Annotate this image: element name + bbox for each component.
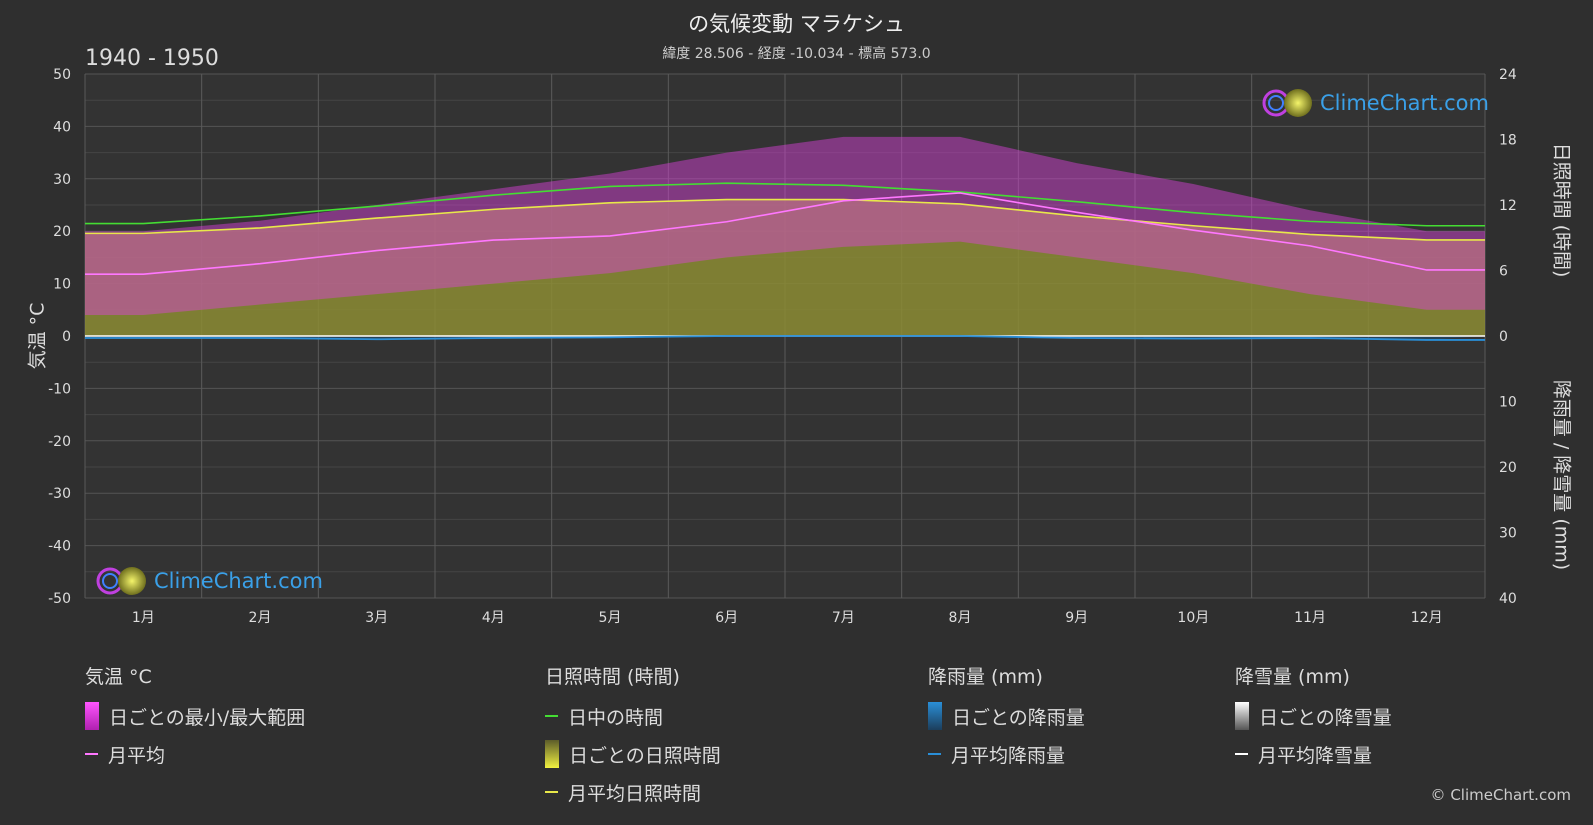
- x-tick-label: 6月: [715, 610, 738, 626]
- left-axis-title: 気温 °C: [26, 302, 49, 370]
- x-tick-label: 8月: [949, 610, 972, 626]
- right-top-axis-title: 日照時間 (時間): [1550, 142, 1573, 278]
- left-tick-label: 40: [53, 119, 71, 135]
- legend-snow: 降雪量 (mm) 日ごとの降雪量 月平均降雪量: [1235, 662, 1392, 779]
- x-tick-label: 5月: [599, 610, 622, 626]
- right-bottom-tick-label: 40: [1499, 591, 1517, 607]
- temp-avg-line: [85, 192, 1485, 275]
- x-tick-label: 9月: [1065, 610, 1088, 626]
- logo-bottom-left[interactable]: ClimeChart.com: [96, 566, 323, 596]
- temp-range-band: [85, 136, 1485, 316]
- legend-label: 月平均日照時間: [568, 782, 702, 805]
- legend-label: 月平均降雨量: [951, 744, 1066, 767]
- legend-title: 降雨量 (mm): [928, 666, 1043, 688]
- logo-sun-icon: [1284, 89, 1312, 117]
- data-bands: [85, 136, 1485, 340]
- legend-label: 日ごとの降雪量: [1259, 706, 1392, 729]
- data-lines: [85, 182, 1485, 341]
- legend-item: 日ごとの最小/最大範囲: [85, 702, 306, 730]
- logo-icon: [1262, 88, 1316, 118]
- copyright: © ClimeChart.com: [1430, 786, 1571, 804]
- right-bottom-tick-label: 10: [1499, 395, 1517, 411]
- sunshine-area: [85, 199, 1485, 336]
- x-tick-label: 2月: [249, 610, 272, 626]
- snow-avg-swatch: [1235, 753, 1248, 755]
- temp-range-swatch: [85, 702, 99, 730]
- legend-item: 月平均降雨量: [928, 741, 1085, 767]
- legend-title: 降雪量 (mm): [1235, 666, 1350, 688]
- right-bottom-tick-label: 20: [1499, 460, 1517, 476]
- rain-swatch: [928, 702, 942, 730]
- sunshine-swatch: [545, 740, 559, 768]
- legend-item: 日ごとの日照時間: [545, 740, 721, 768]
- legend-temperature: 気温 °C 日ごとの最小/最大範囲 月平均: [85, 662, 305, 779]
- legend-item: 月平均: [85, 741, 305, 767]
- legend-label: 日ごとの日照時間: [569, 744, 721, 767]
- left-tick-label: -50: [48, 591, 71, 607]
- daylight-line: [85, 182, 1485, 227]
- logo-sun-icon: [118, 567, 146, 595]
- right-bottom-axis-title: 降雨量 / 降雪量 (mm): [1550, 379, 1573, 571]
- logo-icon: [96, 566, 150, 596]
- legend-title: 日照時間 (時間): [545, 666, 680, 688]
- left-tick-label: -40: [48, 539, 71, 555]
- rain-area: [85, 336, 1485, 340]
- logo-ring-inner-icon: [102, 573, 118, 589]
- logo-top-right[interactable]: ClimeChart.com: [1262, 88, 1489, 118]
- x-tick-label: 12月: [1411, 610, 1443, 626]
- left-tick-label: 50: [53, 67, 71, 83]
- logo-text: ClimeChart.com: [154, 569, 323, 593]
- legend-rain: 降雨量 (mm) 日ごとの降雨量 月平均降雨量: [928, 662, 1085, 779]
- right-bottom-tick-label: 30: [1499, 526, 1517, 542]
- chart-subtitle: 緯度 28.506 - 経度 -10.034 - 標高 573.0: [662, 46, 931, 62]
- right-top-tick-label: 0: [1499, 329, 1508, 345]
- legend-label: 月平均降雪量: [1258, 744, 1373, 767]
- legend-item: 月平均日照時間: [545, 779, 721, 805]
- rain-avg-line: [85, 335, 1485, 341]
- sunshine-avg-swatch: [545, 791, 558, 793]
- legend-item: 月平均降雪量: [1235, 741, 1392, 767]
- left-tick-label: -10: [48, 381, 71, 397]
- axes: 50 40 30 20 10 0 -10 -20 -30 -40 -50 24 18 12 6 0 10 20 30…: [48, 67, 1517, 626]
- left-tick-label: -20: [48, 434, 71, 450]
- logo-ring-inner-icon: [1268, 95, 1284, 111]
- x-tick-label: 10月: [1177, 610, 1209, 626]
- right-top-tick-label: 24: [1499, 67, 1517, 83]
- x-tick-label: 4月: [482, 610, 505, 626]
- legend-label: 日ごとの最小/最大範囲: [109, 706, 306, 729]
- x-tick-label: 3月: [365, 610, 388, 626]
- logo-graphics: [96, 89, 1312, 595]
- legend-item: 日ごとの降雨量: [928, 702, 1085, 730]
- left-tick-label: 30: [53, 172, 71, 188]
- right-top-tick-label: 18: [1499, 133, 1517, 149]
- x-tick-label: 11月: [1294, 610, 1326, 626]
- temp-avg-swatch: [85, 753, 98, 755]
- period-label: 1940 - 1950: [85, 46, 219, 71]
- left-tick-label: 10: [53, 277, 71, 293]
- left-tick-label: 20: [53, 224, 71, 240]
- daylight-swatch: [545, 715, 558, 717]
- right-top-tick-label: 12: [1499, 198, 1517, 214]
- legend-label: 日中の時間: [568, 706, 664, 729]
- legend-label: 月平均: [108, 744, 166, 767]
- x-tick-label: 1月: [132, 610, 155, 626]
- sunshine-avg-line: [85, 198, 1485, 241]
- legend-sunshine: 日照時間 (時間) 日中の時間 日ごとの日照時間 月平均日照時間: [545, 662, 721, 817]
- legend-title: 気温 °C: [85, 666, 152, 688]
- x-tick-label: 7月: [832, 610, 855, 626]
- chart-title: の気候変動 マラケシュ: [688, 12, 905, 36]
- rain-avg-swatch: [928, 753, 941, 755]
- left-tick-label: 0: [62, 329, 71, 345]
- legend-item: 日ごとの降雪量: [1235, 702, 1392, 730]
- right-top-tick-label: 6: [1499, 264, 1508, 280]
- legend-label: 日ごとの降雨量: [952, 706, 1085, 729]
- snow-swatch: [1235, 702, 1249, 730]
- logo-text: ClimeChart.com: [1320, 91, 1489, 115]
- legend-item: 日中の時間: [545, 703, 721, 729]
- left-tick-label: -30: [48, 486, 71, 502]
